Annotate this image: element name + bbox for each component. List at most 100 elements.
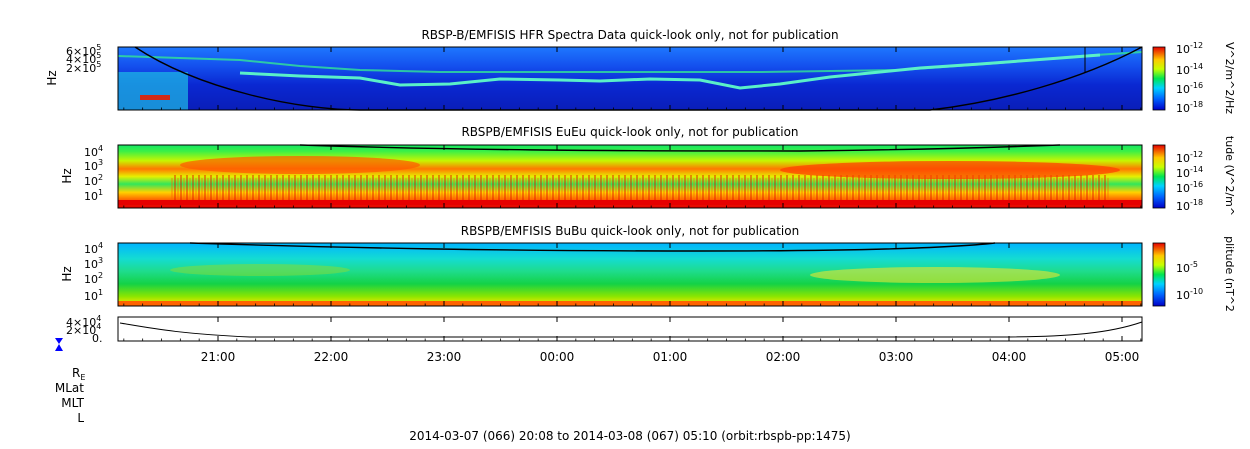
- panel-hfr-cb-tick-3: 10-16: [1176, 81, 1203, 96]
- panel-hfr-ytick-2: 4×105: [66, 51, 101, 66]
- panel-eueu-ytick-2-exp: 3: [98, 158, 103, 167]
- panel-eueu-colorbar-label: tude (V^2/m^: [1223, 136, 1236, 216]
- panel-bubu-yticks: 104 103 102 101: [84, 241, 103, 303]
- panel-eueu-colorbar-ticks: 10-12 10-14 10-16 10-18: [1176, 150, 1203, 213]
- panel-hfr-frame: [117, 46, 1143, 111]
- panel-eueu-frame: [117, 144, 1143, 209]
- panel-eueu-ylabel: Hz: [60, 168, 74, 183]
- panel-hfr-yticks: 6×105 4×105 2×105: [66, 43, 101, 75]
- panel-bubu-ytick-2: 103: [84, 256, 103, 271]
- ephemeris-mlat-label: MLat: [55, 381, 84, 395]
- panel-hfr-plasma-line: [239, 53, 1101, 90]
- panel-bubu-orange-floor: [118, 301, 1142, 306]
- x-tick-label: 01:00: [653, 350, 688, 364]
- panel-bubu-boundary-curve: [189, 242, 996, 252]
- panel-hfr-colorbar-label: V^2/m^2/Hz: [1223, 42, 1236, 114]
- x-axis-ticks: [123, 47, 1142, 341]
- panel-bubu-ytick-4-exp: 1: [98, 288, 103, 297]
- ephemeris-r-label: RE: [72, 366, 85, 382]
- panel-trace-ytick-1: 4×104: [66, 314, 101, 329]
- panel-eueu-ytick-3-base: 10: [84, 175, 98, 188]
- panel-bubu-cb-tick-2-exp: -10: [1190, 287, 1203, 296]
- panel-eueu-cb-tick-4-exp: -18: [1190, 198, 1203, 207]
- panel-hfr-ytick-3-base: 2×10: [66, 62, 96, 75]
- panel-eueu-red-floor: [118, 200, 1142, 205]
- panel-eueu-cb-tick-4: 10-18: [1176, 198, 1203, 213]
- panel-hfr-cb-tick-3-exp: -16: [1190, 81, 1203, 90]
- panel-hfr-ytick-2-exp: 5: [96, 51, 101, 60]
- ephemeris-r-main: R: [72, 366, 80, 380]
- panel-eueu-ytick-2: 103: [84, 158, 103, 173]
- panel-hfr-cb-tick-1: 10-12: [1176, 41, 1203, 56]
- panel-hfr-ytick-1: 6×105: [66, 43, 101, 58]
- panel-bubu-ytick-3: 102: [84, 271, 103, 286]
- panel-eueu-ytick-1: 104: [84, 144, 103, 159]
- ephemeris-l-label: L: [77, 411, 84, 425]
- panel-eueu-title: RBSPB/EMFISIS EuEu quick-look only, not …: [461, 125, 798, 139]
- panel-eueu-boundary-curve: [299, 144, 1061, 152]
- panel-bubu-green-band: [170, 264, 350, 276]
- x-tick-label: 21:00: [201, 350, 236, 364]
- panel-eueu-ytick-1-exp: 4: [98, 144, 103, 153]
- x-tick-label: 05:00: [1105, 350, 1140, 364]
- x-axis-labels: 21:00 22:00 23:00 00:00 01:00 02:00 03:00 04:00…: [201, 350, 1140, 364]
- panel-hfr-ytick-1-base: 6×10: [66, 45, 96, 58]
- panel-hfr-colorbar: [1152, 46, 1166, 111]
- panel-trace-ytick-1-base: 4×10: [66, 316, 96, 329]
- panel-hfr-ytick-2-base: 4×10: [66, 53, 96, 66]
- panel-eueu-ytick-2-base: 10: [84, 160, 98, 173]
- x-tick-label: 02:00: [766, 350, 801, 364]
- panel-hfr-ytick-3-exp: 5: [96, 60, 101, 69]
- panel-eueu-cb-tick-1-exp: -12: [1190, 150, 1203, 159]
- panel-trace-line: [119, 321, 1143, 338]
- panel-bubu-cb-tick-2: 10-10: [1176, 287, 1203, 302]
- panel-eueu-cb-tick-3: 10-16: [1176, 180, 1203, 195]
- panel-bubu-ytick-4-base: 10: [84, 290, 98, 303]
- panel-hfr-cb-tick-4: 10-18: [1176, 100, 1203, 115]
- panel-eueu-cb-tick-1: 10-12: [1176, 150, 1203, 165]
- x-tick-label: 04:00: [992, 350, 1027, 364]
- panel-eueu-cb-tick-2-exp: -14: [1190, 165, 1203, 174]
- panel-hfr-lowfreq-patch: [118, 72, 188, 110]
- panel-eueu-ytick-4: 101: [84, 188, 103, 203]
- x-tick-label: 23:00: [427, 350, 462, 364]
- panel-bubu-ytick-1: 104: [84, 241, 103, 256]
- panel-trace-ytick-3: 0.: [92, 332, 103, 345]
- x-tick-label: 03:00: [879, 350, 914, 364]
- panel-bubu-colorbar-ticks: 10-5 10-10: [1176, 260, 1203, 302]
- ephemeris-labels: RE MLat MLT L: [55, 366, 86, 425]
- panel-bubu-ytick-2-base: 10: [84, 258, 98, 271]
- panel-hfr-lowfreq-red: [140, 95, 170, 100]
- panel-bubu: RBSPB/EMFISIS BuBu quick-look only, not …: [60, 224, 1236, 312]
- panel-trace-ytick-2: 2×104: [66, 322, 101, 337]
- panel-trace: 4×104 2×104 0.: [55, 314, 1143, 351]
- panel-hfr-colorbar-ticks: 10-12 10-14 10-16 10-18: [1176, 41, 1203, 115]
- panel-eueu-red-band-left: [180, 156, 420, 174]
- panel-bubu-ytick-4: 101: [84, 288, 103, 303]
- blue-hourglass-marker-icon: [55, 338, 63, 351]
- ephemeris-mlt-label: MLT: [61, 396, 84, 410]
- panel-eueu-yticks: 104 103 102 101: [84, 144, 103, 203]
- panel-eueu-ytick-4-exp: 1: [98, 188, 103, 197]
- panel-trace-ytick-2-exp: 4: [96, 322, 101, 331]
- panel-eueu-ytick-3: 102: [84, 173, 103, 188]
- panel-bubu-colorbar-label: plitude (nT^2: [1223, 236, 1236, 312]
- panel-trace-yticks: 4×104 2×104 0.: [66, 314, 103, 345]
- panel-eueu-ytick-1-base: 10: [84, 146, 98, 159]
- x-tick-label: 22:00: [314, 350, 349, 364]
- panel-bubu-ytick-2-exp: 3: [98, 256, 103, 265]
- panel-eueu-ytick-3-exp: 2: [98, 173, 103, 182]
- panel-bubu-cb-tick-1: 10-5: [1176, 260, 1198, 275]
- panel-bubu-yellow-band: [810, 267, 1060, 283]
- panel-trace-ytick-1-exp: 4: [96, 314, 101, 323]
- panel-hfr-cb-tick-1-exp: -12: [1190, 41, 1203, 50]
- panel-hfr-cb-tick-2: 10-14: [1176, 62, 1203, 77]
- panel-bubu-frame: [117, 242, 1143, 307]
- x-tick-label: 00:00: [540, 350, 575, 364]
- panel-hfr-cb-tick-4-exp: -18: [1190, 100, 1203, 109]
- panel-eueu-red-band-right: [780, 161, 1120, 179]
- panel-eueu-colorbar: [1152, 144, 1166, 209]
- panel-eueu-cb-tick-2: 10-14: [1176, 165, 1203, 180]
- panel-bubu-ytick-3-exp: 2: [98, 271, 103, 280]
